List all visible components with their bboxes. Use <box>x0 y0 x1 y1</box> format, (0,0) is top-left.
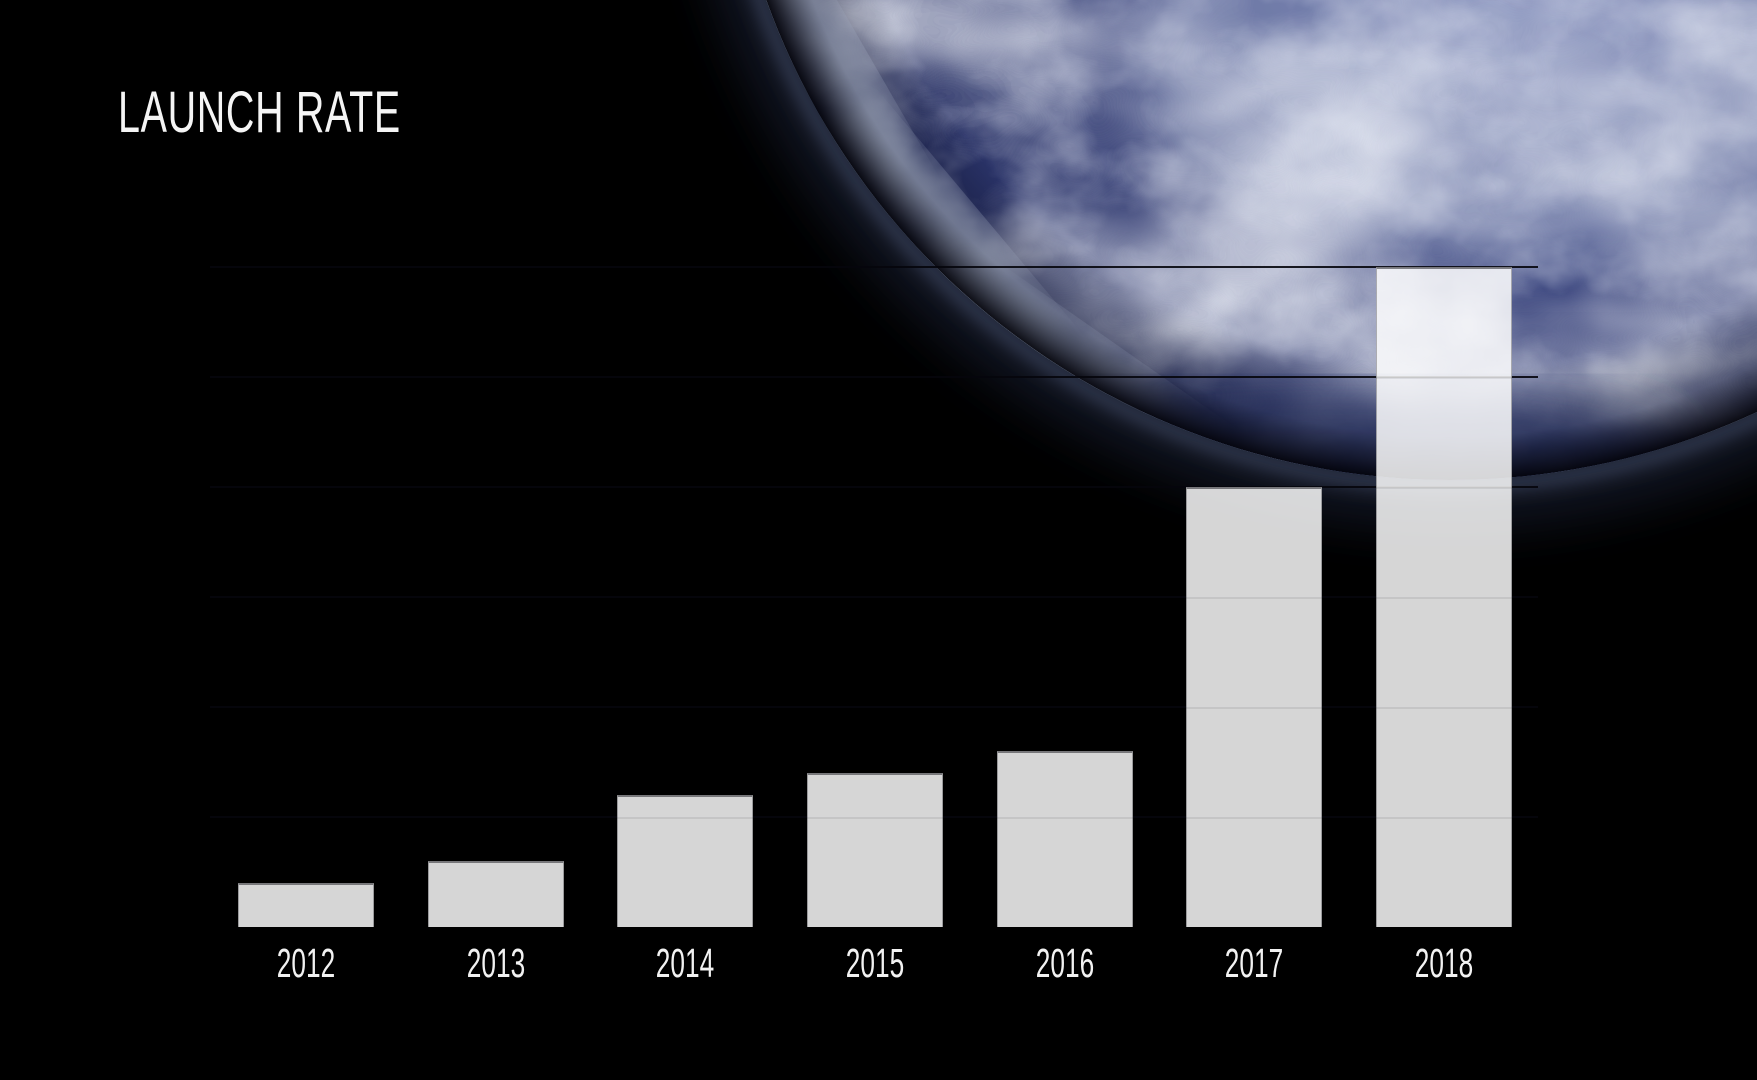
x-axis-label-2013: 2013 <box>466 940 526 986</box>
bar-2017 <box>1186 487 1322 927</box>
x-axis-label-2018: 2018 <box>1414 940 1474 986</box>
x-axis-label-2012: 2012 <box>276 940 336 986</box>
slide-title: LAUNCH RATE <box>118 80 401 145</box>
gridline <box>210 266 1538 268</box>
gridline <box>210 376 1538 378</box>
x-axis-label-2016: 2016 <box>1035 940 1095 986</box>
gridline <box>210 706 1538 708</box>
x-axis-label-2014: 2014 <box>655 940 715 986</box>
bar-2013 <box>428 861 564 927</box>
gridline <box>210 486 1538 488</box>
x-axis-label-2015: 2015 <box>845 940 905 986</box>
bar-2015 <box>807 773 943 927</box>
bar-2012 <box>238 883 374 927</box>
bar-2016 <box>997 751 1133 927</box>
gridline <box>210 596 1538 598</box>
bar-2014 <box>617 795 753 927</box>
x-axis-label-2017: 2017 <box>1224 940 1284 986</box>
bar-2018 <box>1376 267 1512 927</box>
